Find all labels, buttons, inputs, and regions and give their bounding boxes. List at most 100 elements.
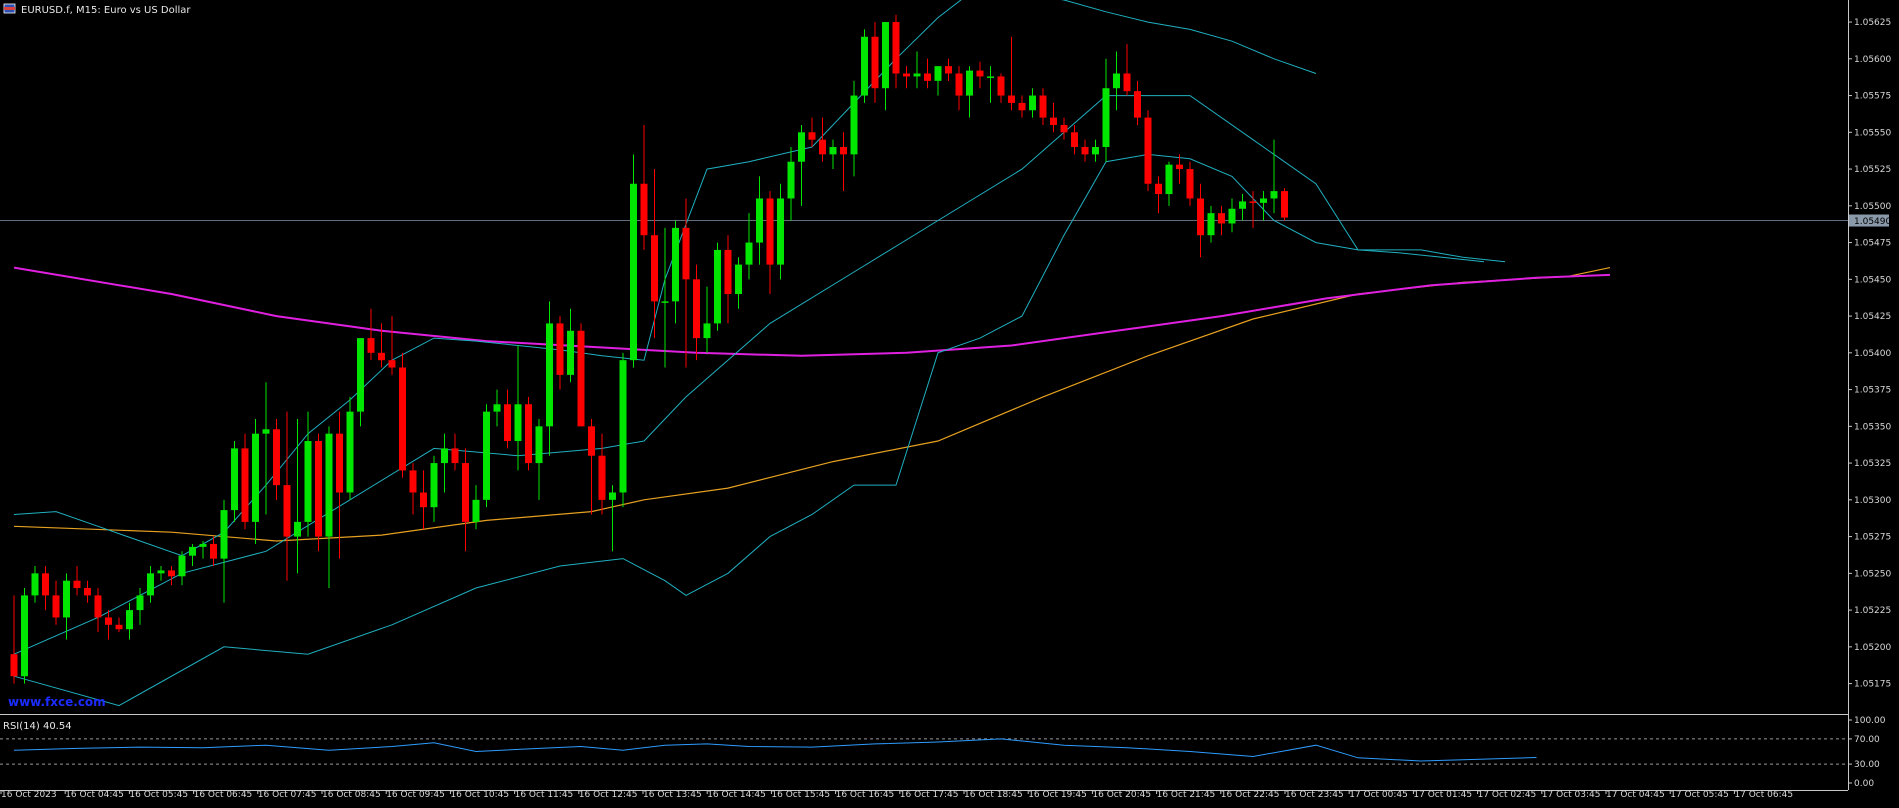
candle-bull <box>913 51 921 89</box>
candle-body <box>682 227 690 280</box>
candle-body <box>52 595 60 618</box>
candle-bear <box>1081 139 1089 162</box>
candle-body <box>945 66 952 74</box>
candle-bear <box>1197 183 1204 258</box>
candle-body <box>1008 95 1015 103</box>
time-tick-label: 16 Oct 14:45 <box>707 790 766 800</box>
candle-bull <box>1113 51 1120 111</box>
candle-body <box>1134 91 1141 118</box>
candle-bear <box>315 433 322 552</box>
price-tick-label: 1.05375 <box>1854 386 1891 396</box>
time-tick-label: 16 Oct 21:45 <box>1157 790 1216 800</box>
candle-body <box>693 279 700 339</box>
price-tick-label: 1.05500 <box>1854 202 1891 212</box>
candle-bull <box>199 540 207 559</box>
candle-body <box>798 132 805 162</box>
candle-body <box>157 570 165 574</box>
candle-body <box>598 455 606 500</box>
candle-body <box>787 161 795 199</box>
rsi-tick-label: 100.00 <box>1854 716 1886 726</box>
candle-body <box>1260 198 1267 203</box>
candle-body <box>357 338 364 412</box>
candle-body <box>924 73 931 81</box>
price-tick-label: 1.05175 <box>1854 680 1891 690</box>
candle-bear <box>210 536 217 566</box>
candle-bear <box>73 565 81 596</box>
time-tick-label: 16 Oct 06:45 <box>194 790 253 800</box>
candle-bear <box>945 58 952 81</box>
candle-bear <box>892 14 900 89</box>
candle-body <box>735 264 742 295</box>
candle-body <box>1228 208 1236 224</box>
candle-bull <box>136 588 144 625</box>
candle-bear <box>556 316 564 390</box>
price-tick-label: 1.05600 <box>1854 55 1891 65</box>
time-tick-label: 16 Oct 10:45 <box>450 790 509 800</box>
candle-body <box>840 147 847 155</box>
candle-body <box>483 411 490 500</box>
candle-body <box>189 546 196 556</box>
candle-bull <box>325 426 333 589</box>
price-tick-label: 1.05300 <box>1854 496 1891 506</box>
time-tick-label: 17 Oct 02:45 <box>1478 790 1537 800</box>
candle-bull <box>483 404 490 508</box>
candle-body <box>472 499 480 522</box>
candle-body <box>609 492 616 500</box>
candle-body <box>1281 191 1288 218</box>
candle-body <box>388 360 396 368</box>
candle-bull <box>514 345 522 471</box>
candle-body <box>1029 95 1036 111</box>
price-tick-label: 1.05350 <box>1854 422 1891 432</box>
candle-bear <box>1134 80 1141 125</box>
candle-bull <box>304 411 312 537</box>
candle-body <box>913 73 921 77</box>
symbol-title: EURUSD.f, M15: Euro vs US Dollar <box>21 5 191 16</box>
candle-body <box>976 70 984 77</box>
candle-body <box>325 433 333 537</box>
candle-bull <box>609 485 616 552</box>
candle-bear <box>955 66 963 111</box>
candle-body <box>451 448 459 464</box>
candle-body <box>1186 169 1194 199</box>
candle-body <box>336 433 343 493</box>
price-tick-label: 1.05400 <box>1854 349 1891 359</box>
candle-body <box>1218 213 1225 224</box>
candle-body <box>766 198 774 265</box>
candle-body <box>703 323 711 339</box>
candle-bear <box>682 198 690 368</box>
candle-bear <box>1071 124 1078 155</box>
candle-bull <box>262 382 270 515</box>
price-tick-label: 1.05425 <box>1854 312 1891 322</box>
time-tick-label: 16 Oct 19:45 <box>1028 790 1087 800</box>
rsi-line <box>13 738 1537 762</box>
candle-body <box>651 235 658 302</box>
candle-bear <box>819 117 826 162</box>
candle-bear <box>840 132 847 192</box>
candle-body <box>115 624 123 630</box>
time-tick-label: 16 Oct 11:45 <box>515 790 574 800</box>
time-axis: 16 Oct 2023 16 Oct 04:45 16 Oct 05:45 16 Oc… <box>0 790 1793 800</box>
candle-body <box>31 573 39 596</box>
candle-body <box>987 76 994 78</box>
candle-body <box>367 338 375 353</box>
candle-bull <box>1260 191 1267 221</box>
candle-body <box>892 22 900 74</box>
candle-bull <box>126 602 133 640</box>
candle-body <box>1239 201 1246 209</box>
time-tick-label: 16 Oct 13:45 <box>643 790 702 800</box>
price-tick-label: 1.05250 <box>1854 569 1891 579</box>
candle-bear <box>808 117 816 148</box>
candle-body <box>672 227 679 302</box>
price-tick-label: 1.05200 <box>1854 643 1891 653</box>
time-tick-label: 16 Oct 05:45 <box>129 790 188 800</box>
candle-bear <box>283 411 291 581</box>
candle-bull <box>31 565 39 603</box>
candle-body <box>640 183 648 236</box>
candle-bear <box>651 169 658 339</box>
candle-body <box>42 573 49 596</box>
rsi-label: RSI(14) 40.54 <box>3 721 72 732</box>
candle-bull <box>1228 198 1236 233</box>
candle-body <box>21 595 28 677</box>
current-price-label: 1.05490 <box>1854 217 1891 227</box>
